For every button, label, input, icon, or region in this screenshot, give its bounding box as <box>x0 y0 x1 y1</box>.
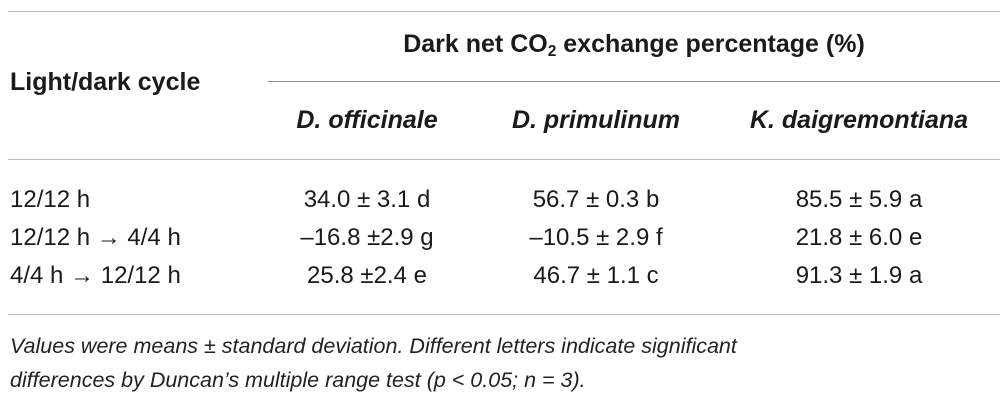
row-1-d-officinale: 34.0 ± 3.1 d <box>303 186 431 213</box>
row-2-cycle: 12/12 h → 4/4 h <box>10 224 181 251</box>
row-1-k-daigremontiana: 85.5 ± 5.9 a <box>795 186 923 213</box>
group-header-rule <box>268 81 1000 82</box>
top-rule <box>8 11 1000 12</box>
group-header-suffix: exchange percentage (%) <box>556 30 865 58</box>
row-1-d-primulinum: 56.7 ± 0.3 b <box>532 186 660 213</box>
group-header: Dark net CO2 exchange percentage (%) <box>268 30 1000 61</box>
group-header-subscript: 2 <box>547 42 557 60</box>
row-3-k-daigremontiana: 91.3 ± 1.9 a <box>795 262 923 289</box>
row-2-d-officinale: –16.8 ±2.9 g <box>300 224 434 251</box>
row-header-label: Light/dark cycle <box>10 68 201 96</box>
row-3-d-officinale: 25.8 ±2.4 e <box>307 262 427 289</box>
group-header-prefix: Dark net CO <box>403 30 548 58</box>
column-header-d-primulinum: D. primulinum <box>511 106 681 134</box>
row-3-cycle: 4/4 h → 12/12 h <box>10 262 181 289</box>
column-header-d-officinale: D. officinale <box>296 106 438 134</box>
header-bottom-rule <box>8 159 1000 160</box>
row-2-k-daigremontiana: 21.8 ± 6.0 e <box>795 224 923 251</box>
row-1-cycle: 12/12 h <box>10 186 91 213</box>
row-3-d-primulinum: 46.7 ± 1.1 c <box>533 262 659 289</box>
table-bottom-rule <box>8 314 1000 315</box>
row-2-d-primulinum: –10.5 ± 2.9 f <box>529 224 663 251</box>
column-header-k-daigremontiana: K. daigremontiana <box>749 106 969 134</box>
footnote-line-1: Values were means ± standard deviation. … <box>10 334 737 358</box>
footnote-line-2: differences by Duncan’s multiple range t… <box>10 368 586 392</box>
